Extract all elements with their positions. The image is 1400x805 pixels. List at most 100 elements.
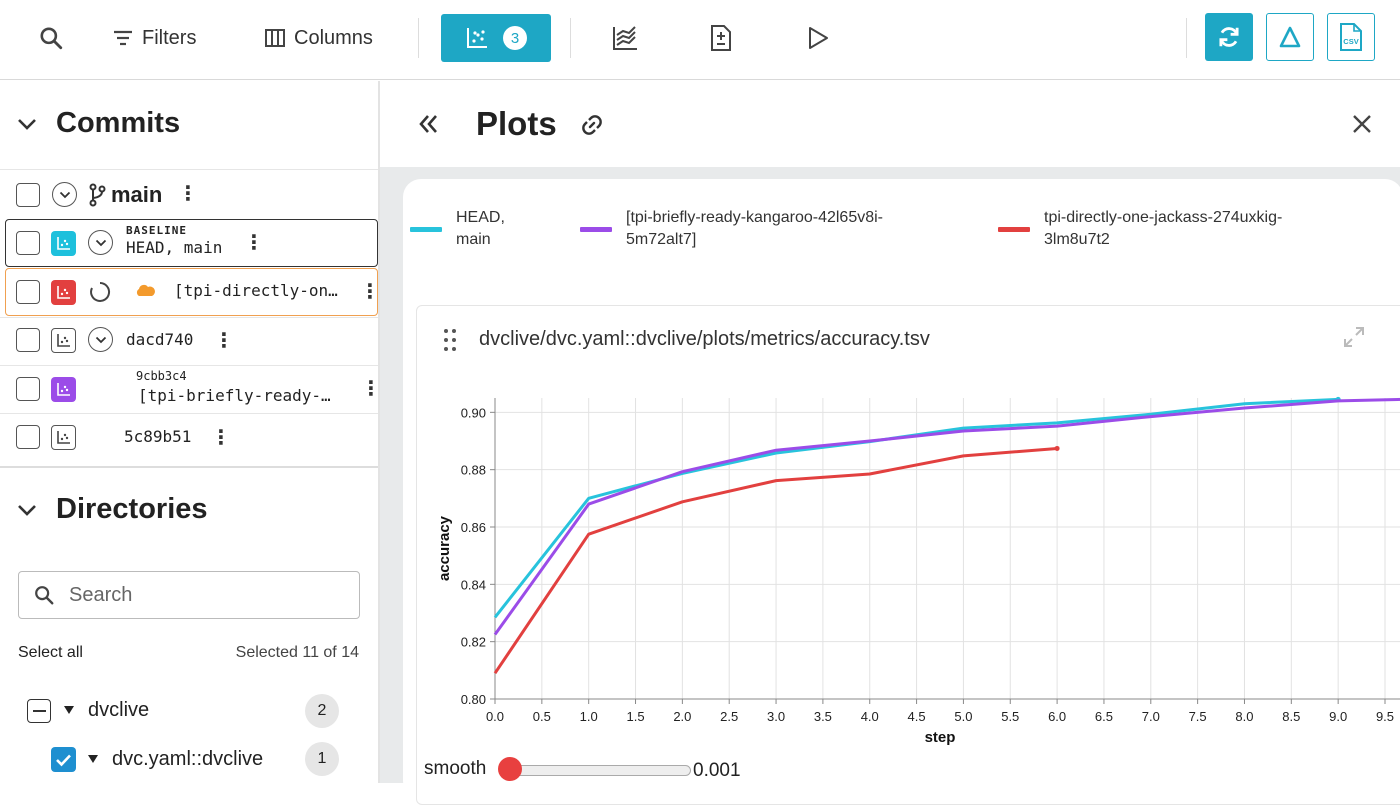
commit-more-menu[interactable]: ⋮ [211, 427, 231, 449]
plot-toggle-indicator[interactable] [51, 328, 76, 353]
x-tick-label: 4.5 [908, 709, 926, 724]
toolbar: Filters Columns 3 CSV [0, 0, 1400, 80]
git-branch-icon [89, 183, 106, 207]
accuracy-line-chart: 0.0 0.5 1.0 1.5 2.0 2.5 3.0 3.5 4.0 4.5 5.0 5.5 6.0 6… [436, 396, 1400, 746]
legend-item-head: HEAD, main [410, 207, 505, 251]
row-divider [0, 317, 378, 318]
caret-down-icon [88, 755, 98, 763]
plots-panel: Plots HEAD, main [tpi-briefly-ready-kanga… [380, 81, 1400, 805]
commit-checkbox[interactable] [16, 377, 40, 401]
drag-handle-icon[interactable] [443, 328, 457, 352]
close-icon[interactable] [1351, 113, 1373, 135]
commits-section-header[interactable]: Commits [16, 107, 180, 140]
dir-label[interactable]: dvc.yaml::dvclive [112, 748, 264, 770]
commit-more-menu[interactable]: ⋮ [360, 281, 380, 303]
compare-button[interactable] [709, 14, 733, 62]
dir-checkbox-checked[interactable] [51, 747, 76, 772]
commit-label: [tpi-briefly-ready-… [138, 386, 331, 405]
smooth-slider-track[interactable] [505, 765, 691, 776]
directories-title: Directories [56, 493, 208, 525]
plot-color-indicator[interactable] [51, 231, 76, 256]
export-csv-button[interactable]: CSV [1327, 13, 1375, 61]
refresh-button[interactable] [1205, 13, 1253, 61]
branch-expand-toggle[interactable] [52, 182, 77, 207]
plot-color-indicator[interactable] [51, 280, 76, 305]
x-axis-label: step [925, 729, 956, 746]
csv-file-icon: CSV [1340, 23, 1362, 51]
diff-file-icon [711, 25, 731, 51]
csv-text: CSV [1343, 37, 1358, 46]
commit-more-menu[interactable]: ⋮ [244, 232, 264, 254]
scatter-plot-icon [57, 286, 70, 299]
commit-checkbox[interactable] [16, 328, 40, 352]
double-chevron-left-icon[interactable] [418, 114, 440, 134]
x-tick-label: 8.0 [1235, 709, 1253, 724]
scatter-plot-icon [57, 237, 70, 250]
branch-checkbox[interactable] [16, 183, 40, 207]
x-tick-label: 9.5 [1376, 709, 1394, 724]
commit-expand-toggle[interactable] [88, 230, 113, 255]
legend-item-jackass: tpi-directly-one-jackass-274uxkig- 3lm8u7… [998, 207, 1282, 251]
scatter-plot-icon [57, 383, 70, 396]
toolbar-divider [418, 18, 419, 58]
link-icon[interactable] [580, 113, 604, 137]
x-tick-label: 2.0 [673, 709, 691, 724]
smooth-slider-thumb[interactable] [498, 757, 522, 781]
smooth-label: smooth [424, 758, 487, 779]
commit-row-running[interactable] [5, 268, 378, 316]
commit-expand-toggle[interactable] [88, 327, 113, 352]
directory-search-input[interactable] [69, 583, 329, 607]
commit-label: HEAD, main [126, 238, 223, 257]
section-divider [0, 466, 378, 468]
dir-label[interactable]: dvclive [88, 699, 150, 721]
commit-label: [tpi-directly-on… [174, 281, 338, 300]
commit-checkbox[interactable] [16, 280, 40, 304]
commit-label: 5c89b51 [124, 427, 192, 446]
run-button[interactable] [806, 14, 830, 62]
columns-button[interactable]: Columns [264, 14, 373, 62]
select-all-link[interactable]: Select all [18, 644, 83, 661]
commit-checkbox[interactable] [16, 425, 40, 449]
series-end-point-2 [1054, 445, 1060, 451]
dir-indeterminate-checkbox[interactable] [27, 699, 51, 723]
scatter-plot-icon [467, 28, 487, 48]
toolbar-divider [570, 18, 571, 58]
branch-name: main [111, 182, 163, 207]
plots-toggle-button[interactable]: 3 [441, 14, 551, 62]
series-line-2 [493, 447, 1058, 675]
commit-more-menu[interactable]: ⋮ [361, 378, 381, 400]
panel-divider[interactable] [378, 81, 380, 783]
commits-title: Commits [56, 107, 181, 139]
y-tick-label: 0.80 [461, 692, 486, 707]
legend-label: 3lm8u7t2 [1044, 231, 1110, 248]
commit-checkbox[interactable] [16, 231, 40, 255]
trends-button[interactable] [611, 14, 639, 62]
search-button[interactable] [38, 14, 64, 62]
play-icon [809, 27, 828, 49]
x-tick-label: 9.0 [1329, 709, 1347, 724]
x-tick-label: 3.0 [767, 709, 785, 724]
commit-row-baseline[interactable] [5, 219, 378, 267]
y-tick-label: 0.82 [461, 635, 486, 650]
legend-label: 5m72alt7] [626, 231, 697, 248]
y-axis-label: accuracy [436, 515, 453, 581]
x-tick-label: 2.5 [720, 709, 738, 724]
plot-color-indicator[interactable] [51, 377, 76, 402]
expand-icon[interactable] [1342, 325, 1366, 349]
directories-section-header[interactable]: Directories [16, 493, 208, 526]
delta-button[interactable] [1266, 13, 1314, 61]
filters-button[interactable]: Filters [112, 14, 196, 62]
commit-more-menu[interactable]: ⋮ [214, 330, 234, 352]
x-tick-label: 5.5 [1001, 709, 1019, 724]
directory-search-box[interactable] [18, 571, 360, 619]
series-line-1 [493, 397, 1400, 636]
row-divider [0, 169, 378, 170]
baseline-tag: BASELINE [126, 224, 187, 237]
experiments-sidebar: Commits main ⋮ BASELINE HEAD, main ⋮ [tp… [0, 81, 381, 783]
plots-count-badge: 3 [503, 26, 527, 50]
smooth-value: 0.001 [693, 760, 741, 781]
x-tick-label: 7.0 [1142, 709, 1160, 724]
branch-more-menu[interactable]: ⋮ [178, 183, 198, 205]
stacked-lines-icon [613, 26, 637, 50]
plot-toggle-indicator[interactable] [51, 425, 76, 450]
